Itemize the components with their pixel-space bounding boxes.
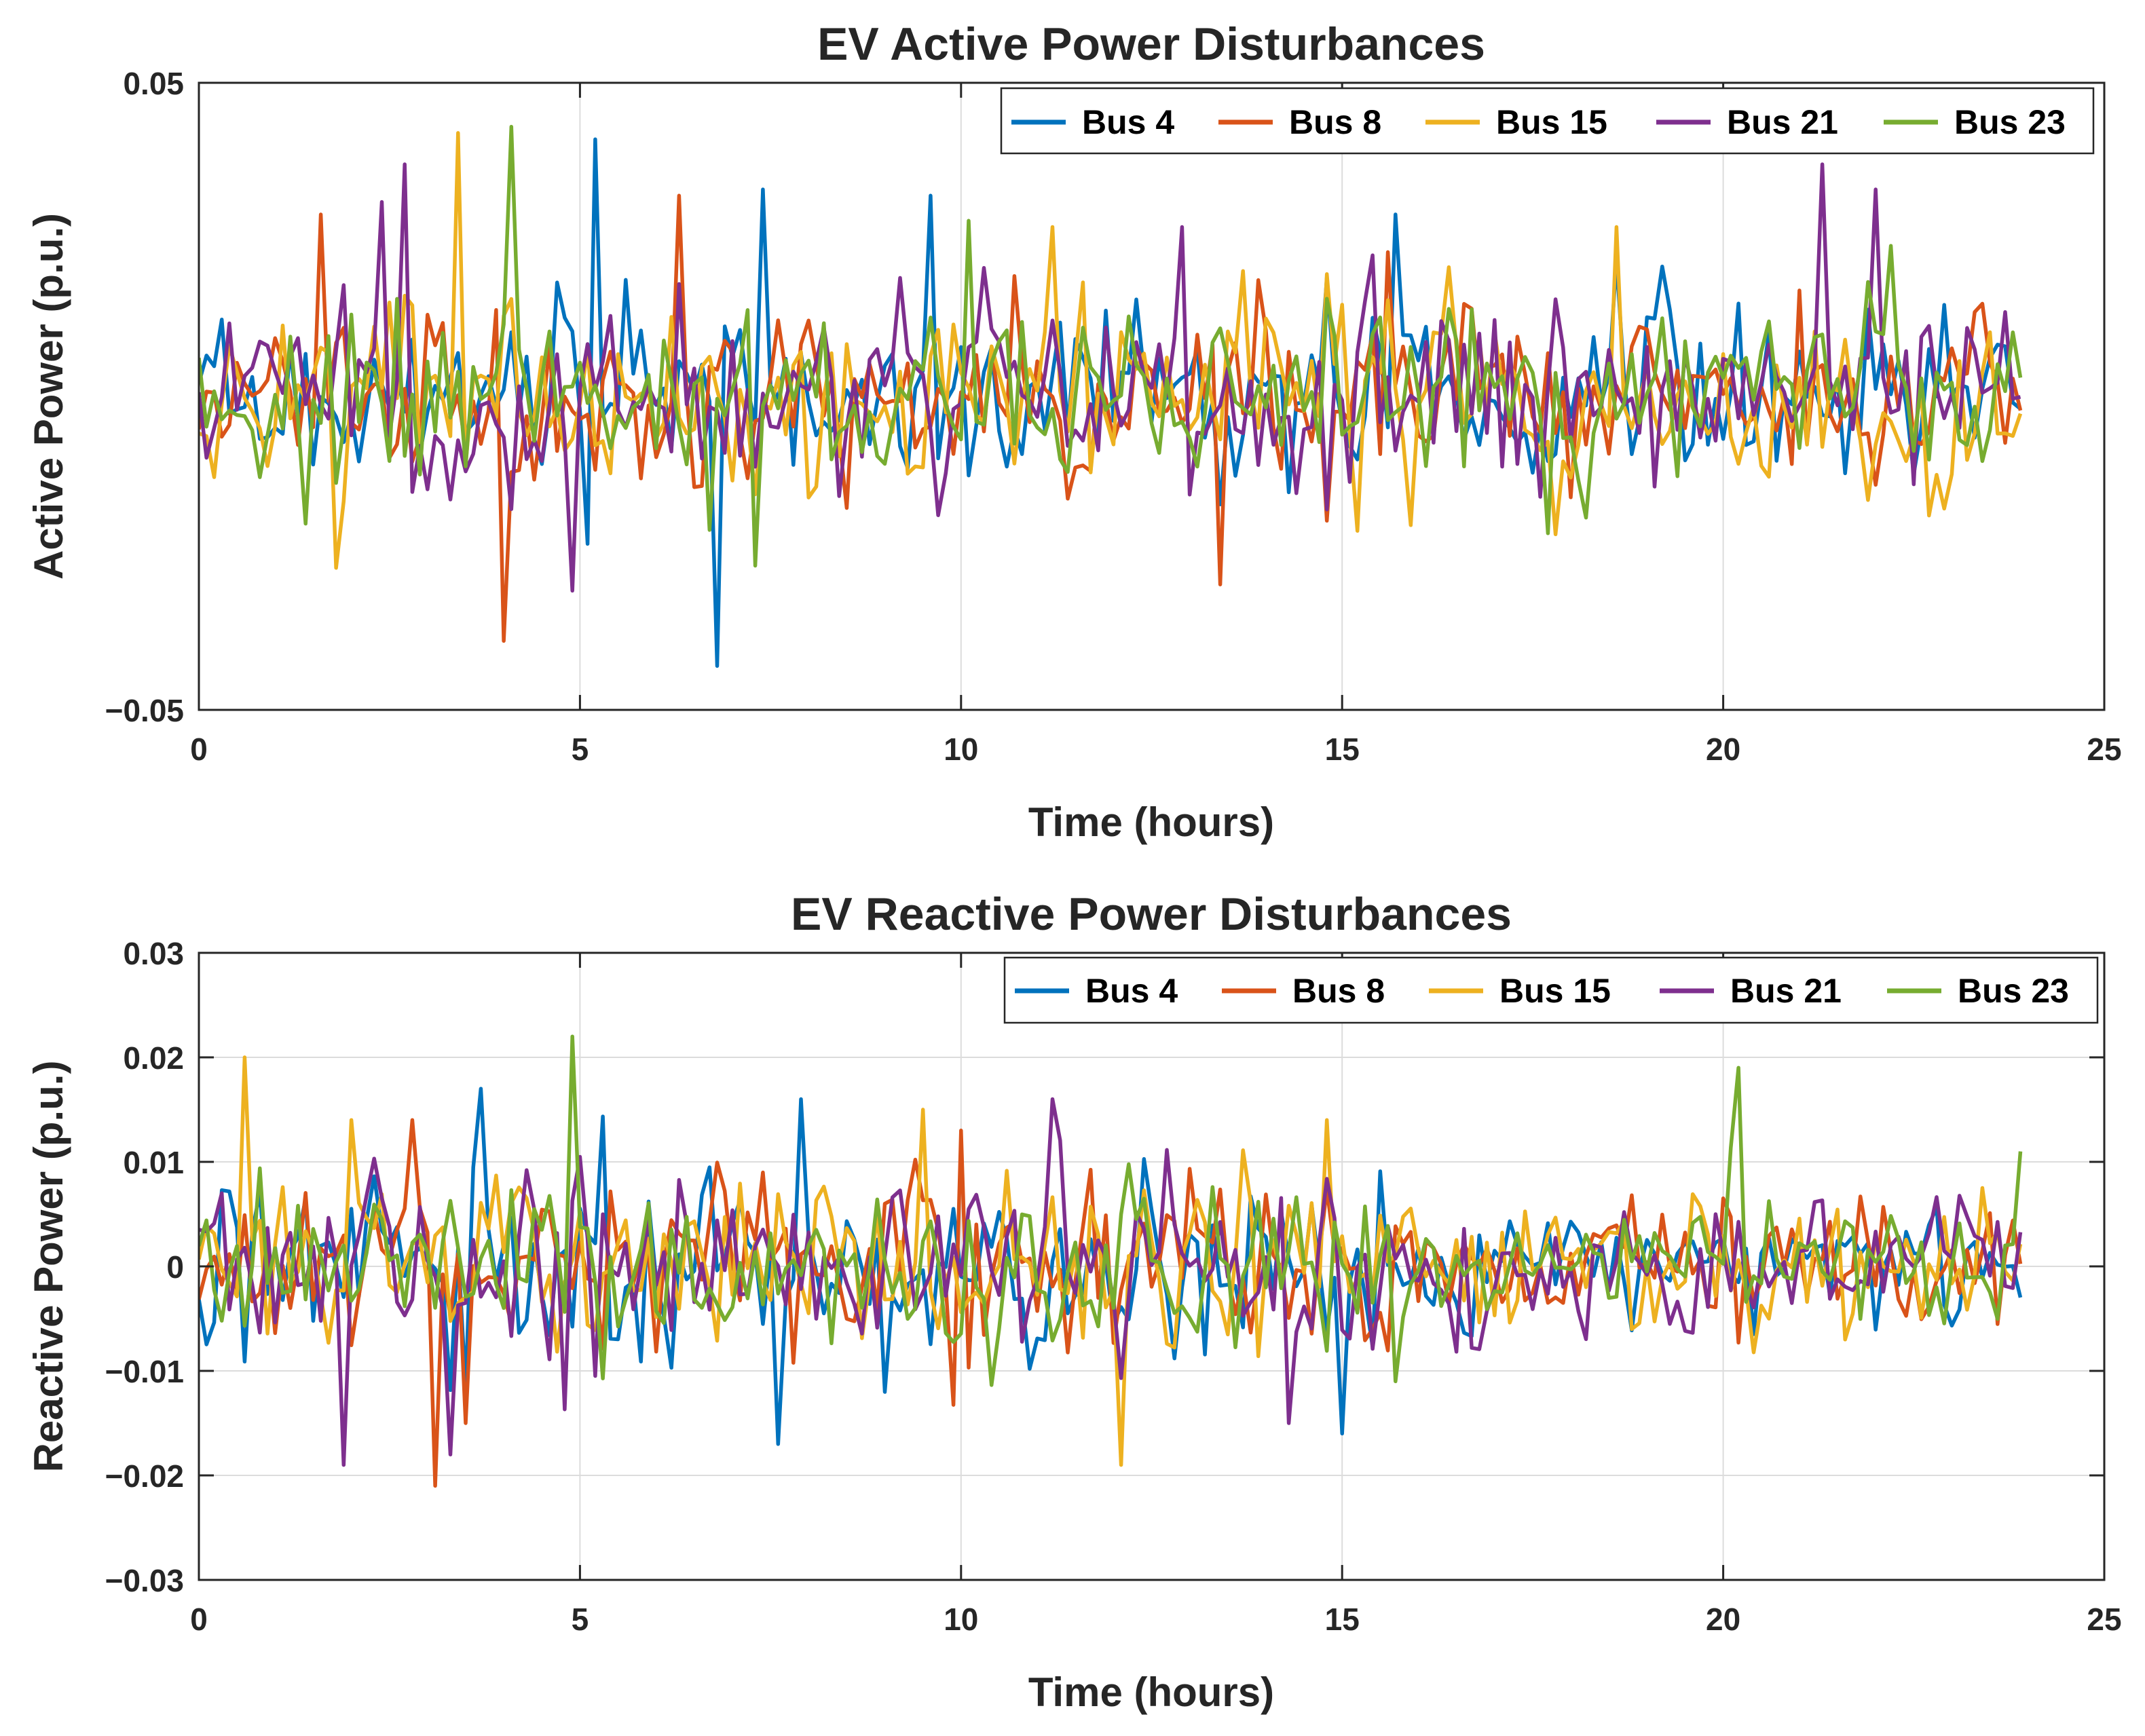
- chart-title: EV Active Power Disturbances: [817, 18, 1485, 70]
- series-line-bus-8: [199, 193, 2023, 643]
- legend-label: Bus 4: [1082, 103, 1174, 141]
- x-tick-label: 20: [1706, 732, 1740, 767]
- y-tick-labels: −0.05 0.05: [105, 66, 184, 728]
- y-tick-label: 0: [166, 1249, 184, 1285]
- legend: Bus 4 Bus 8 Bus 15 Bus 21 Bus 23: [1000, 87, 2095, 155]
- x-tick-label: 10: [944, 732, 978, 767]
- x-tick-label: 5: [572, 732, 589, 767]
- y-axis-label: Reactive Power (p.u.): [26, 1061, 71, 1473]
- legend-item-bus-15: Bus 15: [1425, 103, 1607, 141]
- x-axis-label: Time (hours): [1028, 1669, 1274, 1715]
- x-tick-label: 25: [2087, 732, 2121, 767]
- y-tick-label: −0.05: [105, 693, 184, 728]
- x-tick-label: 5: [572, 1602, 589, 1637]
- legend-item-bus-8: Bus 8: [1222, 972, 1385, 1010]
- reactive-power-chart: 0 5 10 15 20 25 −0.03−0.02−0.0100.010.020.03 …: [26, 888, 2122, 1715]
- y-tick-label: 0.05: [123, 66, 184, 101]
- y-tick-label: −0.02: [105, 1458, 184, 1494]
- active-power-chart: 0 5 10 15 20 25 −0.05 0.05 EV Active Power Dis…: [26, 18, 2122, 845]
- legend-item-bus-23: Bus 23: [1884, 103, 2066, 141]
- legend-item-bus-4: Bus 4: [1015, 972, 1178, 1010]
- y-tick-label: −0.03: [105, 1563, 184, 1598]
- x-tick-label: 15: [1325, 732, 1360, 767]
- x-tick-label: 15: [1325, 1602, 1360, 1637]
- x-tick-labels: 0 5 10 15 20 25: [190, 732, 2121, 767]
- legend: Bus 4 Bus 8 Bus 15 Bus 21 Bus 23: [1003, 956, 2099, 1024]
- legend-label: Bus 4: [1085, 972, 1178, 1010]
- legend-item-bus-15: Bus 15: [1429, 972, 1611, 1010]
- series-lines: [199, 1034, 2023, 1488]
- legend-label: Bus 8: [1292, 972, 1385, 1010]
- legend-item-bus-4: Bus 4: [1011, 103, 1174, 141]
- legend-label: Bus 15: [1496, 103, 1607, 141]
- series-line-bus-21: [199, 162, 2021, 593]
- series-lines: [199, 124, 2023, 668]
- y-tick-label: 0.02: [123, 1040, 184, 1076]
- legend-item-bus-21: Bus 21: [1660, 972, 1842, 1010]
- x-tick-label: 0: [190, 732, 208, 767]
- y-tick-label: −0.01: [105, 1354, 184, 1389]
- ticks: [198, 951, 2106, 1581]
- series-line-bus-15: [199, 1055, 2023, 1467]
- x-tick-label: 0: [190, 1602, 208, 1637]
- legend-label: Bus 21: [1727, 103, 1838, 141]
- chart-title: EV Reactive Power Disturbances: [791, 888, 1512, 940]
- y-tick-label: 0.03: [123, 936, 184, 971]
- series-line-bus-23: [199, 124, 2023, 568]
- y-tick-labels: −0.03 −0.02 −0.01 0 0.01 0.02 0.03: [105, 936, 184, 1598]
- x-axis-label: Time (hours): [1028, 799, 1274, 845]
- y-axis-label: Active Power (p.u.): [26, 213, 71, 580]
- x-tick-label: 25: [2087, 1602, 2121, 1637]
- legend-label: Bus 8: [1289, 103, 1381, 141]
- axes-box: [198, 81, 2106, 711]
- x-tick-labels: 0 5 10 15 20 25: [190, 1602, 2121, 1637]
- legend-label: Bus 23: [1958, 972, 2069, 1010]
- legend-item-bus-21: Bus 21: [1656, 103, 1838, 141]
- legend-label: Bus 21: [1730, 972, 1842, 1010]
- legend-item-bus-8: Bus 8: [1218, 103, 1381, 141]
- x-tick-label: 10: [944, 1602, 978, 1637]
- series-line-bus-23: [199, 1034, 2023, 1387]
- legend-label: Bus 23: [1954, 103, 2066, 141]
- legend-label: Bus 15: [1499, 972, 1611, 1010]
- x-tick-label: 20: [1706, 1602, 1740, 1637]
- y-tick-label: 0.01: [123, 1145, 184, 1180]
- legend-item-bus-23: Bus 23: [1887, 972, 2069, 1010]
